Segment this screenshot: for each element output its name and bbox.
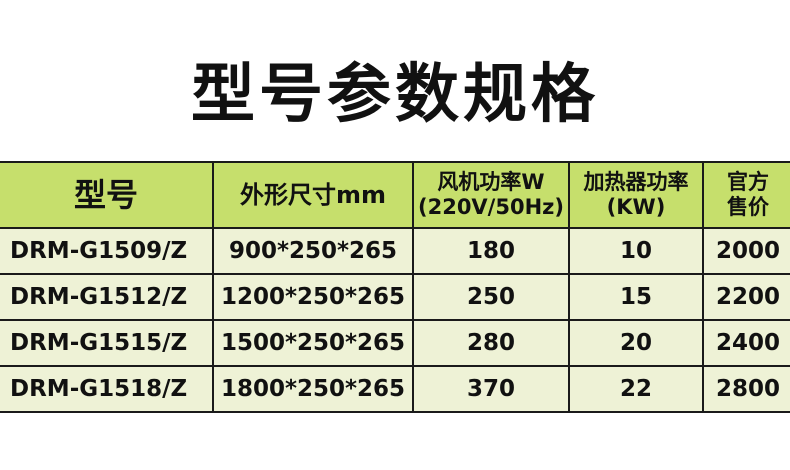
- header-text: 型号: [73, 175, 138, 214]
- cell-model: DRM-G1509/Z: [0, 227, 214, 275]
- cell-model: DRM-G1512/Z: [0, 273, 214, 321]
- cell-fan-power: 370: [412, 365, 570, 413]
- cell-heater-power: 15: [568, 273, 704, 321]
- table-row: DRM-G1515/Z 1500*250*265 280 20 2400: [0, 319, 790, 367]
- cell-price: 2800: [702, 365, 790, 413]
- table-header-row: 型号 外形尺寸mm 风机功率W (220V/50Hz) 加热器功率 (KW) 官方售…: [0, 161, 790, 229]
- cell-dimensions: 1200*250*265: [212, 273, 414, 321]
- cell-price: 2400: [702, 319, 790, 367]
- table-row: DRM-G1509/Z 900*250*265 180 10 2000: [0, 227, 790, 275]
- cell-price: 2000: [702, 227, 790, 275]
- cell-heater-power: 10: [568, 227, 704, 275]
- header-fan-power: 风机功率W (220V/50Hz): [412, 161, 570, 229]
- header-text: 外形尺寸mm: [239, 180, 386, 209]
- header-text: 风机功率W: [437, 170, 545, 194]
- header-model: 型号: [0, 161, 214, 229]
- page-title: 型号参数规格: [191, 58, 599, 132]
- header-subtext: (KW): [606, 195, 666, 219]
- spec-table: 型号 外形尺寸mm 风机功率W (220V/50Hz) 加热器功率 (KW) 官方售…: [0, 161, 790, 413]
- cell-heater-power: 20: [568, 319, 704, 367]
- header-text: 加热器功率: [583, 170, 689, 194]
- cell-price: 2200: [702, 273, 790, 321]
- cell-model: DRM-G1518/Z: [0, 365, 214, 413]
- table-row: DRM-G1512/Z 1200*250*265 250 15 2200: [0, 273, 790, 321]
- header-text: 官方: [727, 170, 769, 194]
- table-row: DRM-G1518/Z 1800*250*265 370 22 2800: [0, 365, 790, 413]
- header-subtext: (220V/50Hz): [418, 195, 564, 219]
- cell-dimensions: 1800*250*265: [212, 365, 414, 413]
- cell-fan-power: 280: [412, 319, 570, 367]
- header-subtext: 售价: [727, 195, 769, 219]
- cell-fan-power: 180: [412, 227, 570, 275]
- cell-fan-power: 250: [412, 273, 570, 321]
- cell-heater-power: 22: [568, 365, 704, 413]
- header-dimensions: 外形尺寸mm: [212, 161, 414, 229]
- cell-dimensions: 900*250*265: [212, 227, 414, 275]
- cell-dimensions: 1500*250*265: [212, 319, 414, 367]
- header-heater-power: 加热器功率 (KW): [568, 161, 704, 229]
- cell-model: DRM-G1515/Z: [0, 319, 214, 367]
- header-price: 官方 售价: [702, 161, 790, 229]
